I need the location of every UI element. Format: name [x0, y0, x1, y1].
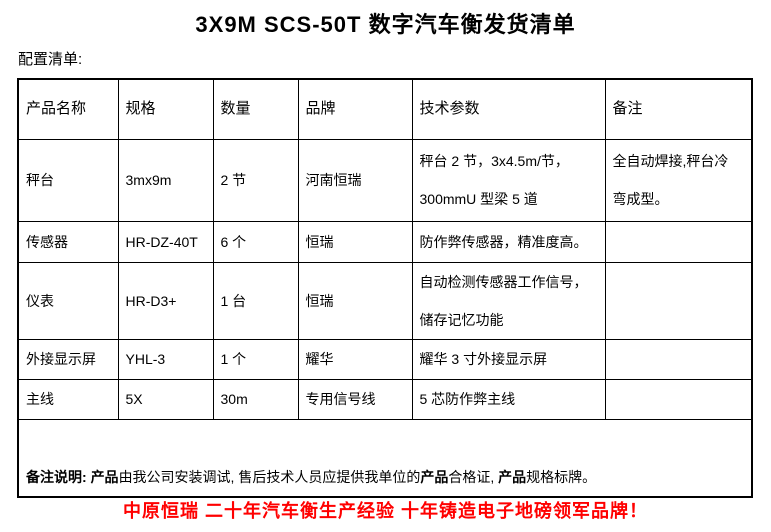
header-note: 备注 — [604, 78, 753, 140]
section-label: 配置清单: — [18, 51, 83, 68]
table-row: 秤台 3mx9m 2 节 河南恒瑞 秤台 2 节，3x4.5m/节， 300mm… — [17, 138, 753, 222]
cell-brand: 恒瑞 — [297, 261, 413, 340]
cell-product-name: 主线 — [17, 378, 119, 420]
cell-params: 5 芯防作弊主线 — [411, 378, 606, 420]
cell-qty: 6 个 — [212, 220, 299, 263]
cell-qty: 1 台 — [212, 261, 299, 340]
remark-cell: 备注说明: 产品由我公司安装调试, 售后技术人员应提供我单位的产品合格证, 产品… — [17, 418, 753, 497]
cell-brand: 恒瑞 — [297, 220, 413, 263]
header-params: 技术参数 — [411, 78, 606, 140]
table-row: 传感器 HR-DZ-40T 6 个 恒瑞 防作弊传感器，精准度高。 — [17, 220, 753, 263]
remark-text-segment: 由我公司安装调试, 售后技术人员应提供我单位的 — [118, 468, 421, 485]
cell-qty: 1 个 — [212, 338, 299, 380]
cell-note: 全自动焊接,秤台冷 弯成型。 — [604, 138, 753, 222]
cell-spec: 3mx9m — [117, 138, 214, 222]
cell-brand: 耀华 — [297, 338, 413, 380]
cell-spec: YHL-3 — [117, 338, 214, 380]
table-header-row: 产品名称 规格 数量 品牌 技术参数 备注 — [17, 78, 753, 140]
cell-params: 耀华 3 寸外接显示屏 — [411, 338, 606, 380]
table-row: 仪表 HR-D3+ 1 台 恒瑞 自动检测传感器工作信号， 储存记忆功能 — [17, 261, 753, 340]
cell-note — [604, 378, 753, 420]
remark-row: 备注说明: 产品由我公司安装调试, 售后技术人员应提供我单位的产品合格证, 产品… — [17, 418, 753, 497]
cell-spec: HR-D3+ — [117, 261, 214, 340]
cell-product-name: 秤台 — [17, 138, 119, 222]
header-brand: 品牌 — [297, 78, 413, 140]
cell-product-name: 传感器 — [17, 220, 119, 263]
cell-qty: 30m — [212, 378, 299, 420]
cell-note — [604, 261, 753, 340]
cell-spec: 5X — [117, 378, 214, 420]
cell-qty: 2 节 — [212, 138, 299, 222]
footer-slogan: 中原恒瑞 二十年汽车衡生产经验 十年铸造电子地磅领军品牌！ — [123, 501, 648, 521]
cell-spec: HR-DZ-40T — [117, 220, 214, 263]
cell-note — [604, 338, 753, 380]
page-title: 3X9M SCS-50T 数字汽车衡发货清单 — [195, 12, 576, 37]
cell-note — [604, 220, 753, 263]
table-row: 外接显示屏 YHL-3 1 个 耀华 耀华 3 寸外接显示屏 — [17, 338, 753, 380]
header-product-name: 产品名称 — [17, 78, 119, 140]
header-qty: 数量 — [212, 78, 299, 140]
remark-text-segment: 合格证, — [448, 468, 499, 485]
cell-params: 自动检测传感器工作信号， 储存记忆功能 — [411, 261, 606, 340]
header-spec: 规格 — [117, 78, 214, 140]
cell-brand: 专用信号线 — [297, 378, 413, 420]
remark-bold-segment: 产品 — [90, 468, 119, 485]
cell-params: 秤台 2 节，3x4.5m/节， 300mmU 型梁 5 道 — [411, 138, 606, 222]
table-row: 主线 5X 30m 专用信号线 5 芯防作弊主线 — [17, 378, 753, 420]
remark-text-segment: 规格标牌。 — [526, 468, 597, 485]
remark-label: 备注说明: — [26, 468, 91, 485]
remark-bold-segment: 产品 — [498, 468, 527, 485]
cell-params: 防作弊传感器，精准度高。 — [411, 220, 606, 263]
cell-brand: 河南恒瑞 — [297, 138, 413, 222]
remark-bold-segment: 产品 — [420, 468, 449, 485]
config-table: 产品名称 规格 数量 品牌 技术参数 备注 秤台 3mx9m 2 节 河南恒瑞 … — [17, 78, 753, 498]
cell-product-name: 仪表 — [17, 261, 119, 340]
cell-product-name: 外接显示屏 — [17, 338, 119, 380]
